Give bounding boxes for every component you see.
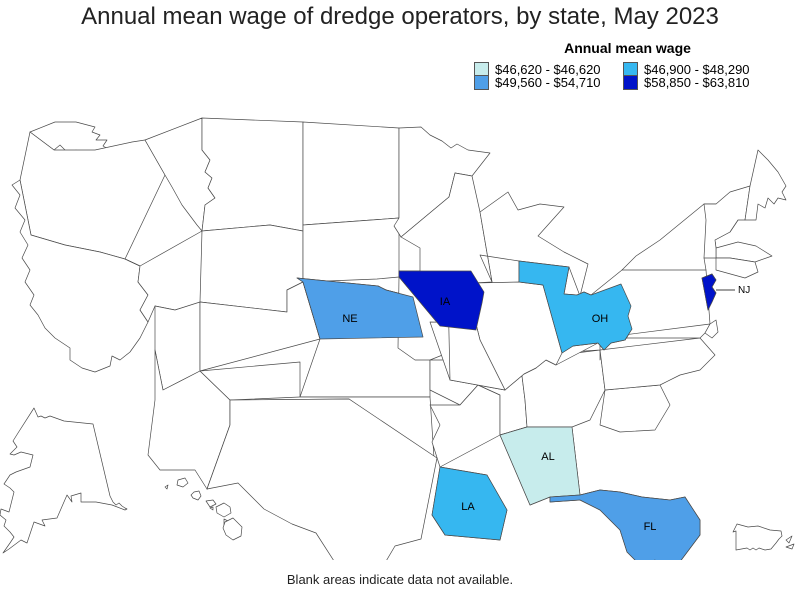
svg-text:AL: AL	[541, 451, 554, 463]
svg-text:OH: OH	[592, 313, 609, 325]
svg-text:FL: FL	[644, 521, 657, 533]
svg-text:IA: IA	[440, 296, 451, 308]
svg-text:NJ: NJ	[738, 285, 750, 296]
svg-text:LA: LA	[461, 501, 475, 513]
svg-text:NE: NE	[342, 313, 357, 325]
